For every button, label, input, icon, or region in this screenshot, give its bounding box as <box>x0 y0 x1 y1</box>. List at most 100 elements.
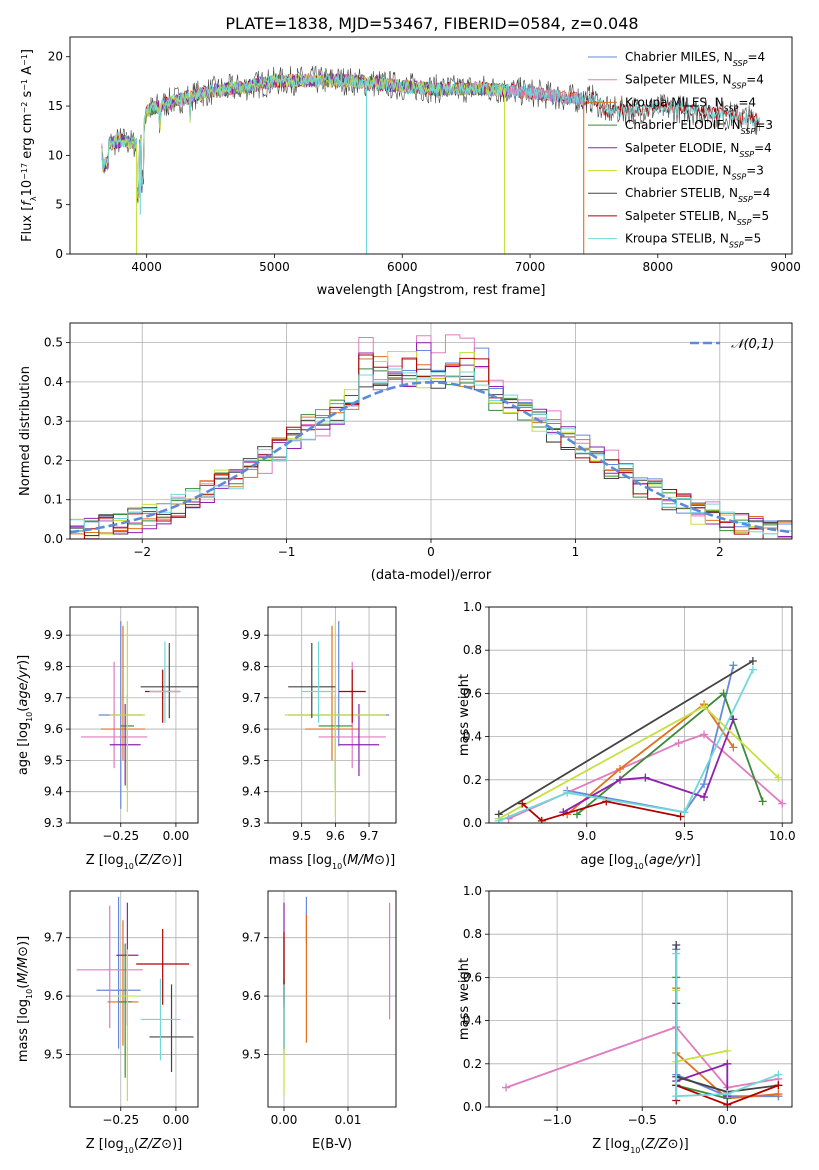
series-marker <box>723 1046 732 1055</box>
y-tick-label: 9.3 <box>242 816 261 830</box>
spectrum-line <box>101 72 761 196</box>
spectrum-line <box>101 73 508 200</box>
legend-entry: Kroupa ELODIE, NSSP=3 <box>625 164 764 182</box>
x-tick-label: 7000 <box>515 260 546 274</box>
series-line <box>675 1003 729 1097</box>
series-marker <box>680 808 689 817</box>
series-marker <box>563 788 572 797</box>
weight_vs_age-x-label: age [log10(age/yr)] <box>580 853 700 871</box>
residuals-legend: 𝒩(0,1) <box>690 337 774 352</box>
mass_vs_ebv-frame <box>267 890 397 1108</box>
legend-entry: Chabrier MILES, NSSP=4 <box>625 50 765 68</box>
x-tick-label: −0.25 <box>102 1113 139 1127</box>
y-tick-label: 9.6 <box>44 722 63 736</box>
series-marker <box>729 743 738 752</box>
legend-entry: Chabrier ELODIE, NSSP=3 <box>625 118 773 136</box>
x-tick-label: 6000 <box>387 260 418 274</box>
y-tick-label: 15 <box>48 99 63 113</box>
y-tick-label: 0.4 <box>463 1014 482 1028</box>
weight_vs_z-x-label: Z [log10(Z/Z⊙)] <box>592 1137 688 1155</box>
y-tick-label: 9.8 <box>242 659 261 673</box>
mass_vs_ebv-x-label: E(B-V) <box>312 1137 352 1152</box>
series-marker <box>700 793 709 802</box>
figure-title: PLATE=1838, MJD=53467, FIBERID=0584, z=0… <box>225 14 638 33</box>
weight_vs_age-series <box>494 657 787 823</box>
y-tick-label: 0.5 <box>44 336 63 350</box>
series-marker <box>700 702 709 711</box>
y-tick-label: 9.6 <box>242 989 261 1003</box>
chart-layer: 4000 5000 6000 7000 8000 900005101520waveleng… <box>16 36 801 1155</box>
y-tick-label: 10 <box>48 148 63 162</box>
series-marker <box>494 816 503 823</box>
series-marker <box>672 949 681 958</box>
spectrum-line <box>101 72 508 201</box>
series-marker <box>615 765 624 773</box>
series-line <box>675 977 728 1100</box>
series-marker <box>748 665 757 674</box>
age_vs_mass-x-label: mass [log10(M/M⊙)] <box>269 853 395 871</box>
y-tick-label: 0.4 <box>44 375 63 389</box>
y-tick-label: 9.3 <box>44 816 63 830</box>
series-marker <box>672 1092 681 1101</box>
normal-curve <box>70 380 790 534</box>
mass_vs_z-series <box>76 896 194 1102</box>
residuals-x-label: (data-model)/error <box>371 568 492 583</box>
y-tick-label: 1.0 <box>463 884 482 898</box>
x-tick-label: 9.0 <box>577 829 596 843</box>
mass_vs_z-axes: −0.25 0.00 9.5 9.6 9.7 <box>44 891 198 1127</box>
x-tick-label: 9.7 <box>360 829 379 843</box>
y-tick-label: 9.5 <box>44 753 63 767</box>
legend-entry: Salpeter MILES, NSSP=4 <box>625 73 764 91</box>
series-marker <box>758 797 767 806</box>
x-tick-label: 10.0 <box>769 829 796 843</box>
series-marker <box>572 810 581 819</box>
y-tick-label: 1.0 <box>463 600 482 614</box>
y-tick-label: 9.4 <box>44 785 63 799</box>
spectrum-frame <box>69 36 793 255</box>
weight_vs_age-axes: 9.0 9.5 10.0 0.0 0.2 0.4 0.6 0.8 1.0 <box>463 600 796 843</box>
x-tick-label: 9.5 <box>675 829 694 843</box>
series-marker <box>774 773 783 782</box>
y-tick-label: 20 <box>48 50 63 64</box>
x-tick-label: 2 <box>716 545 724 559</box>
series-marker <box>537 816 546 823</box>
legend-entry: 𝒩(0,1) <box>731 337 774 352</box>
series-marker <box>748 657 757 665</box>
series-marker <box>774 1070 783 1079</box>
y-tick-label: 9.5 <box>44 1047 63 1061</box>
y-tick-label: 0.8 <box>463 643 482 657</box>
spectrum-axes: 4000 5000 6000 7000 8000 9000 0 5 10 15 20 <box>48 50 801 274</box>
mass_vs_ebv-series <box>283 896 391 1096</box>
legend-entry: Salpeter STELIB, NSSP=5 <box>625 209 769 227</box>
y-tick-label: 9.7 <box>44 691 63 705</box>
y-tick-label: 9.6 <box>242 722 261 736</box>
series-line <box>508 733 783 820</box>
y-tick-label: 9.9 <box>242 628 261 642</box>
x-tick-label: −1 <box>278 545 296 559</box>
series-line <box>521 800 681 822</box>
legend-entry: Kroupa MILES, NSSP=4 <box>625 95 756 113</box>
y-tick-label: 0.2 <box>44 453 63 467</box>
age_vs_mass-axes: 9.5 9.6 9.7 9.3 9.4 9.5 9.6 9.7 9.8 9.9 <box>242 607 396 843</box>
x-tick-label: 5000 <box>259 260 290 274</box>
y-tick-label: 0 <box>55 247 63 261</box>
y-tick-label: 0.0 <box>463 816 482 830</box>
residuals-axes: −2 −1 0 1 2 0.0 0.1 0.2 0.3 0.4 0.5 <box>44 323 792 559</box>
x-tick-label: −0.5 <box>628 1113 657 1127</box>
y-tick-label: 0.2 <box>463 1057 482 1071</box>
histogram-step <box>70 368 792 537</box>
weight_vs_z-series <box>502 941 783 1107</box>
y-tick-label: 9.7 <box>242 931 261 945</box>
mass_vs_z-frame <box>69 890 199 1108</box>
y-tick-label: 0.4 <box>463 730 482 744</box>
series-line <box>498 660 754 816</box>
weight_vs_age-y-label: mass weight <box>457 674 472 756</box>
y-tick-label: 9.5 <box>242 1047 261 1061</box>
series-marker <box>615 775 624 784</box>
x-tick-label: 0 <box>427 545 435 559</box>
residuals-y-label: Normed distribution <box>18 366 33 496</box>
residuals-frame <box>69 322 793 540</box>
spectrum-series <box>101 65 761 254</box>
y-tick-label: 9.7 <box>44 931 63 945</box>
